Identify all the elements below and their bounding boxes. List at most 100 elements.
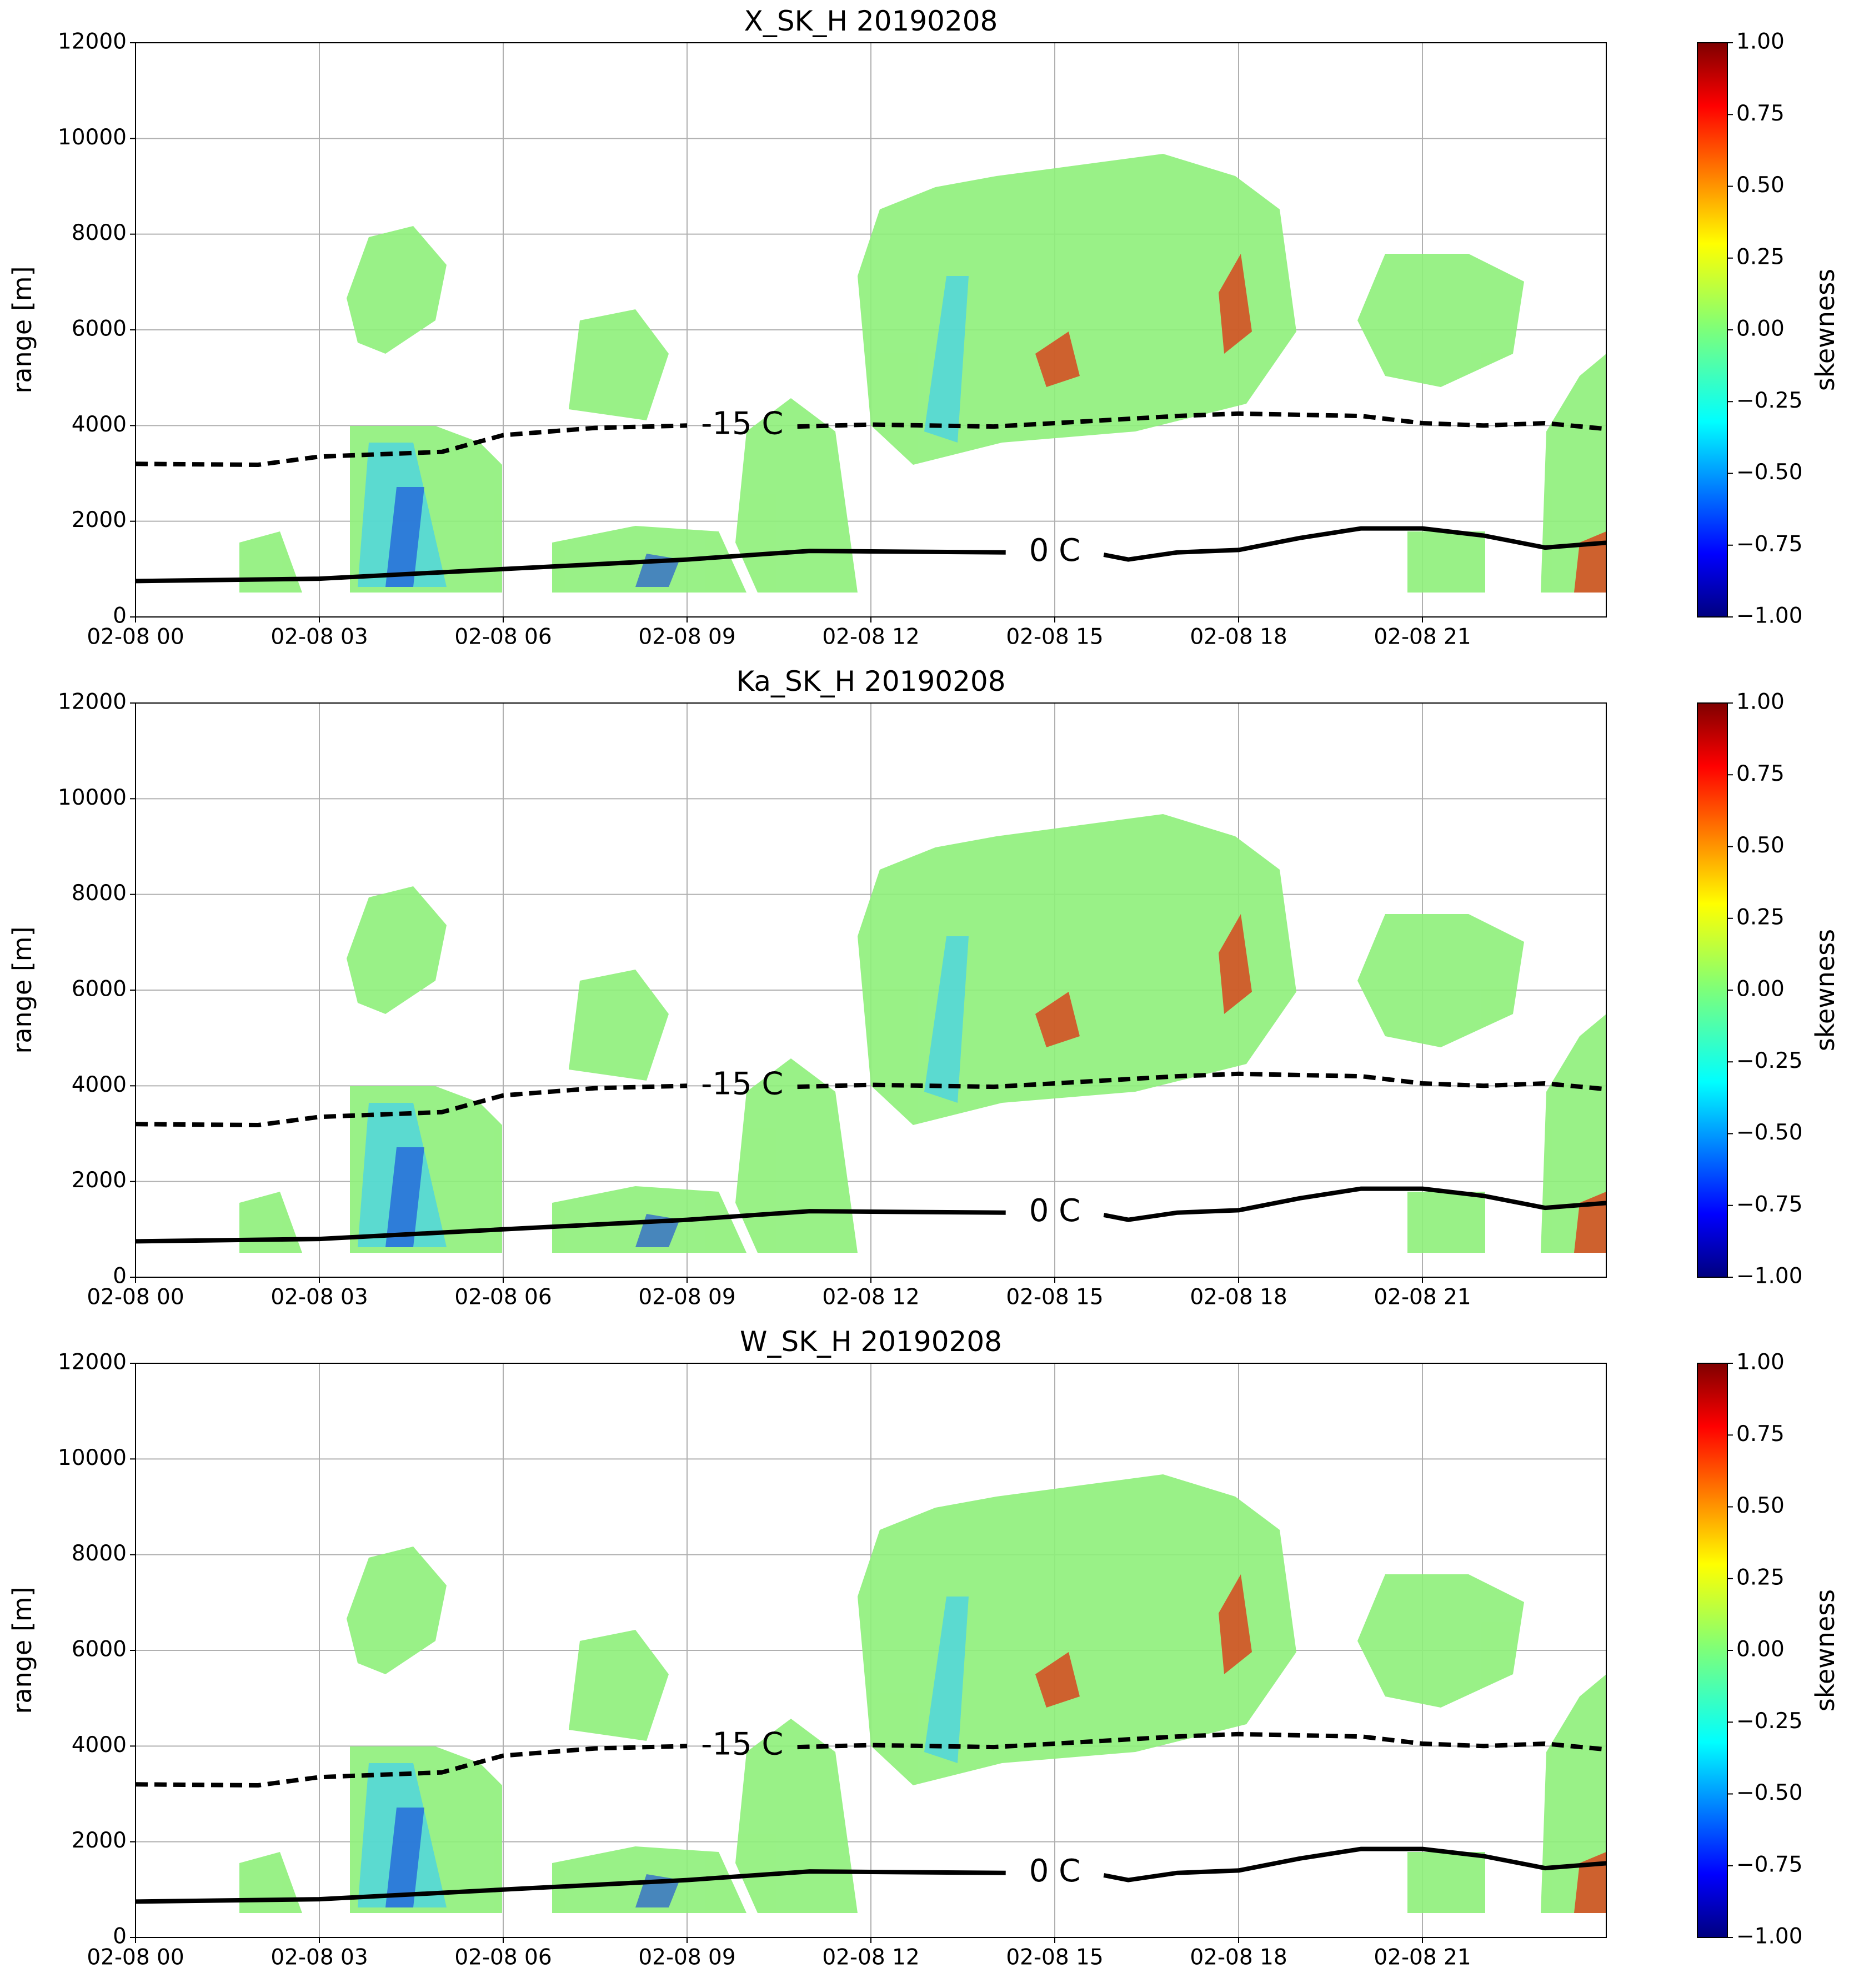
isotherm-label: -15 C (701, 1726, 783, 1762)
y-tick-label: 10000 (58, 1445, 127, 1470)
colorbar-tick-label: 0.25 (1736, 244, 1785, 269)
colorbar (1697, 702, 1728, 1278)
colorbar-tick-label: −0.25 (1736, 388, 1803, 413)
plot-frame (135, 702, 1607, 1278)
colorbar (1697, 42, 1728, 618)
y-tick-label: 6000 (72, 317, 127, 342)
x-tick-label: 02-08 09 (638, 1285, 735, 1310)
y-tick-label: 12000 (58, 690, 127, 715)
y-tick-label: 0 (113, 1264, 127, 1289)
x-tick-label: 02-08 15 (1006, 625, 1103, 650)
x-tick-label: 02-08 06 (454, 625, 552, 650)
x-tick-label: 02-08 12 (822, 625, 919, 650)
x-tick-label: 02-08 21 (1374, 1285, 1471, 1310)
isotherm-line (135, 526, 1607, 584)
colorbar-tick-label: −0.75 (1736, 1852, 1803, 1877)
colorbar-tick-label: −1.00 (1736, 604, 1803, 629)
chart-title: X_SK_H 20190208 (744, 5, 998, 37)
isotherm-label: 0 C (1029, 533, 1081, 569)
x-tick-label: 02-08 06 (454, 1945, 552, 1970)
y-tick-label: 10000 (58, 125, 127, 150)
y-tick-label: 2000 (72, 1168, 127, 1193)
y-tick-label: 4000 (72, 1072, 127, 1097)
isotherm-line (135, 1731, 1607, 1788)
colorbar-tick-label: 0.75 (1736, 761, 1785, 786)
x-tick-label: 02-08 03 (270, 625, 368, 650)
isotherm-line (135, 1846, 1607, 1904)
colorbar-tick-label: −0.75 (1736, 531, 1803, 556)
x-tick-label: 02-08 00 (87, 1285, 184, 1310)
plot-frame (135, 42, 1607, 618)
colorbar (1697, 1363, 1728, 1938)
colorbar-label: skewness (1810, 269, 1840, 391)
y-tick-label: 12000 (58, 1350, 127, 1375)
colorbar-tick-label: −1.00 (1736, 1924, 1803, 1949)
colorbar-tick-label: 0.50 (1736, 173, 1785, 198)
isotherm-label: -15 C (701, 405, 783, 441)
y-tick-label: 4000 (72, 412, 127, 437)
plot-frame (135, 1363, 1607, 1938)
chart-title: W_SK_H 20190208 (740, 1326, 1002, 1358)
y-tick-label: 8000 (72, 220, 127, 245)
isotherm-line (135, 1071, 1607, 1127)
colorbar-tick-label: 1.00 (1736, 690, 1785, 715)
colorbar-tick-label: −0.75 (1736, 1192, 1803, 1217)
y-tick-label: 10000 (58, 785, 127, 810)
x-tick-label: 02-08 12 (822, 1285, 919, 1310)
colorbar-tick-label: 0.00 (1736, 1637, 1785, 1662)
colorbar-tick-label: −0.25 (1736, 1709, 1803, 1734)
x-tick-label: 02-08 03 (270, 1285, 368, 1310)
y-tick-label: 6000 (72, 977, 127, 1002)
panel: X_SK_H 20190208 range [m] 0 2000 4000 6000 800… (7, 5, 1840, 650)
x-tick-label: 02-08 18 (1190, 1945, 1287, 1970)
colorbar-tick-label: 0.00 (1736, 317, 1785, 342)
x-tick-label: 02-08 09 (638, 625, 735, 650)
colorbar-tick-label: −0.50 (1736, 460, 1803, 485)
colorbar-tick-label: 0.25 (1736, 1565, 1785, 1590)
colorbar-tick-label: 0.75 (1736, 101, 1785, 126)
panel: Ka_SK_H 20190208 range [m] 0 2000 4000 6000 80… (7, 665, 1840, 1310)
y-tick-label: 2000 (72, 1828, 127, 1853)
colorbar-tick-label: −1.00 (1736, 1264, 1803, 1289)
x-tick-label: 02-08 03 (270, 1945, 368, 1970)
chart-title: Ka_SK_H 20190208 (736, 665, 1005, 697)
x-tick-label: 02-08 06 (454, 1285, 552, 1310)
x-tick-label: 02-08 15 (1006, 1945, 1103, 1970)
y-tick-label: 4000 (72, 1733, 127, 1758)
y-axis-label: range [m] (7, 1587, 37, 1714)
y-tick-label: 8000 (72, 881, 127, 906)
colorbar-tick-label: 1.00 (1736, 29, 1785, 54)
panel: W_SK_H 20190208 range [m] 0 2000 4000 6000 800… (7, 1326, 1840, 1970)
x-tick-label: 02-08 21 (1374, 625, 1471, 650)
colorbar-tick-label: −0.25 (1736, 1048, 1803, 1073)
y-tick-label: 12000 (58, 29, 127, 54)
colorbar-label: skewness (1810, 929, 1840, 1051)
colorbar-tick-label: 0.50 (1736, 833, 1785, 858)
y-axis-label: range [m] (7, 266, 37, 393)
x-tick-label: 02-08 09 (638, 1945, 735, 1970)
x-tick-label: 02-08 00 (87, 625, 184, 650)
isotherm-label: 0 C (1029, 1193, 1081, 1229)
x-tick-label: 02-08 12 (822, 1945, 919, 1970)
x-tick-label: 02-08 15 (1006, 1285, 1103, 1310)
x-tick-label: 02-08 00 (87, 1945, 184, 1970)
y-tick-label: 0 (113, 1924, 127, 1949)
colorbar-tick-label: 0.75 (1736, 1422, 1785, 1447)
isotherm-line (135, 411, 1607, 467)
isotherm-label: -15 C (701, 1066, 783, 1102)
isotherm-line (135, 1186, 1607, 1244)
x-tick-label: 02-08 21 (1374, 1945, 1471, 1970)
isotherm-label: 0 C (1029, 1853, 1081, 1889)
colorbar-tick-label: 1.00 (1736, 1350, 1785, 1375)
x-tick-label: 02-08 18 (1190, 625, 1287, 650)
y-tick-label: 2000 (72, 508, 127, 533)
colorbar-tick-label: −0.50 (1736, 1120, 1803, 1145)
x-tick-label: 02-08 18 (1190, 1285, 1287, 1310)
colorbar-label: skewness (1810, 1589, 1840, 1711)
y-tick-label: 6000 (72, 1637, 127, 1662)
y-tick-label: 8000 (72, 1541, 127, 1566)
colorbar-tick-label: 0.00 (1736, 977, 1785, 1002)
y-tick-label: 0 (113, 604, 127, 629)
colorbar-tick-label: 0.25 (1736, 905, 1785, 930)
